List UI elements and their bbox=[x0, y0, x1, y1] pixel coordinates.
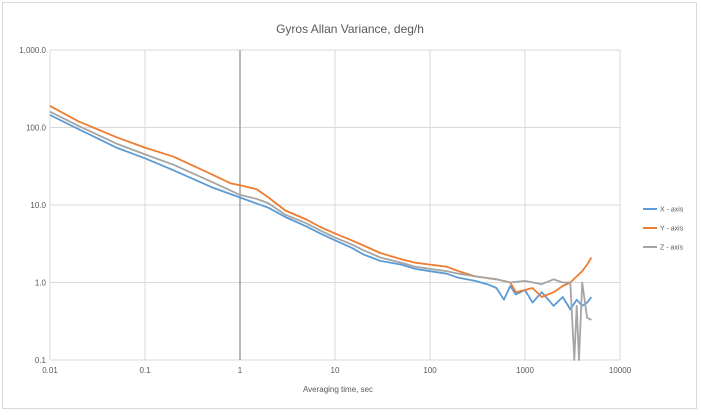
y-tick-label: 1.0 bbox=[35, 279, 47, 288]
x-axis-label: Averaging time, sec bbox=[303, 385, 373, 394]
x-tick-label: 1 bbox=[238, 366, 243, 375]
legend: X - axis Y - axis Z - axis bbox=[643, 207, 684, 252]
y-tick-label: 1,000.0 bbox=[19, 46, 46, 55]
series-layer bbox=[49, 105, 593, 361]
series-line-y-axis bbox=[49, 105, 593, 298]
x-tick-label: 100 bbox=[423, 366, 437, 375]
y-tick-label: 10.0 bbox=[30, 201, 46, 210]
legend-label: Z - axis bbox=[660, 245, 683, 252]
series-line-z-axis bbox=[49, 110, 592, 361]
legend-label: X - axis bbox=[660, 207, 684, 214]
series-line-x-axis bbox=[49, 114, 593, 311]
legend-label: Y - axis bbox=[660, 226, 684, 233]
x-tick-label: 0.01 bbox=[42, 366, 58, 375]
x-tick-label: 10 bbox=[331, 366, 340, 375]
chart-title: Gyros Allan Variance, deg/h bbox=[276, 22, 424, 36]
x-tick-label: 10000 bbox=[609, 366, 632, 375]
allan-variance-chart: Gyros Allan Variance, deg/h 0.01 0.1 1 10 10… bbox=[19, 22, 684, 394]
chart-frame: Gyros Allan Variance, deg/h 0.01 0.1 1 10 10… bbox=[2, 2, 697, 409]
y-tick-label: 100.0 bbox=[26, 124, 47, 133]
tick-labels: 0.01 0.1 1 10 100 1000 100000.11.010.0100.01,0… bbox=[19, 46, 631, 375]
y-tick-label: 0.1 bbox=[35, 356, 47, 365]
grid-layer bbox=[49, 49, 621, 361]
x-tick-label: 1000 bbox=[516, 366, 534, 375]
x-tick-label: 0.1 bbox=[139, 366, 151, 375]
